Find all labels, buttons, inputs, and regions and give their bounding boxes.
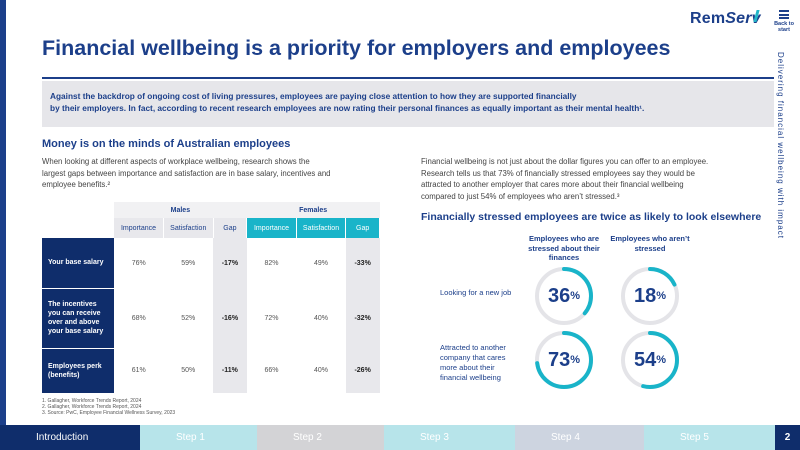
ring-arc — [535, 267, 593, 325]
group-females: Females — [246, 202, 380, 218]
ring-not-stressed-new-job: 18% — [619, 265, 681, 327]
nav-item-step-3[interactable]: Step 3 — [384, 425, 515, 450]
left-accent-bar — [0, 0, 6, 425]
side-tagline: Delivering financial wellbeing with impa… — [776, 52, 785, 239]
table-row: Your base salary 76% 59% -17% 82% 49% -3… — [42, 238, 380, 289]
ring-arc — [621, 331, 679, 389]
col-header: Importance — [114, 218, 164, 238]
col-header: Gap — [213, 218, 248, 238]
col-header: Satisfaction — [163, 218, 214, 238]
group-males: Males — [114, 202, 247, 218]
table-row: The incentives you can receive over and … — [42, 288, 380, 349]
stress-heading: Financially stressed employees are twice… — [421, 211, 762, 223]
col-header: Gap — [345, 218, 380, 238]
ring-percent: 54% — [633, 348, 667, 371]
ring-percent: 73% — [547, 348, 581, 371]
page-number: 2 — [775, 425, 800, 450]
ring-stressed-attracted: 73% — [533, 329, 595, 391]
ring-arc — [621, 267, 679, 325]
title-divider — [42, 77, 774, 79]
ring-stressed-new-job: 36% — [533, 265, 595, 327]
nav-item-introduction[interactable]: Introduction — [0, 425, 140, 450]
nav-item-step-4[interactable]: Step 4 — [515, 425, 644, 450]
wellbeing-gap-table: Males Females Importance Satisfaction Ga… — [42, 202, 380, 394]
row-label-attracted: Attracted to another company that cares … — [440, 343, 506, 382]
table-row: Employees perk (benefits) 61% 50% -11% 6… — [42, 348, 380, 394]
row-label-new-job: Looking for a new job — [440, 288, 512, 297]
col-stressed-heading: Employees who are stressed about their f… — [528, 234, 600, 262]
footnotes: 1. Gallagher, Workforce Trends Report, 2… — [42, 398, 176, 416]
menu-icon — [779, 10, 789, 19]
remserv-logo: RemServ — [690, 10, 761, 27]
col-header: Importance — [246, 218, 297, 238]
back-to-start-button[interactable]: Back to start — [768, 10, 800, 33]
stress-paragraph: Financial wellbeing is not just about th… — [421, 157, 709, 201]
col-header: Satisfaction — [296, 218, 347, 238]
ring-percent: 36% — [547, 284, 581, 307]
step-navigation: Introduction Step 1 Step 2 Step 3 Step 4 Step… — [0, 425, 800, 450]
money-paragraph: When looking at different aspects of wor… — [42, 157, 331, 189]
intro-callout: Against the backdrop of ongoing cost of … — [42, 81, 774, 127]
nav-item-step-5[interactable]: Step 5 — [644, 425, 775, 450]
page-title: Financial wellbeing is a priority for em… — [42, 36, 671, 60]
ring-arc — [535, 331, 593, 389]
ring-not-stressed-attracted: 54% — [619, 329, 681, 391]
nav-item-step-2[interactable]: Step 2 — [257, 425, 384, 450]
nav-item-step-1[interactable]: Step 1 — [140, 425, 257, 450]
ring-percent: 18% — [633, 284, 667, 307]
money-heading: Money is on the minds of Australian empl… — [42, 138, 291, 150]
col-not-stressed-heading: Employees who aren’t stressed — [610, 234, 690, 253]
